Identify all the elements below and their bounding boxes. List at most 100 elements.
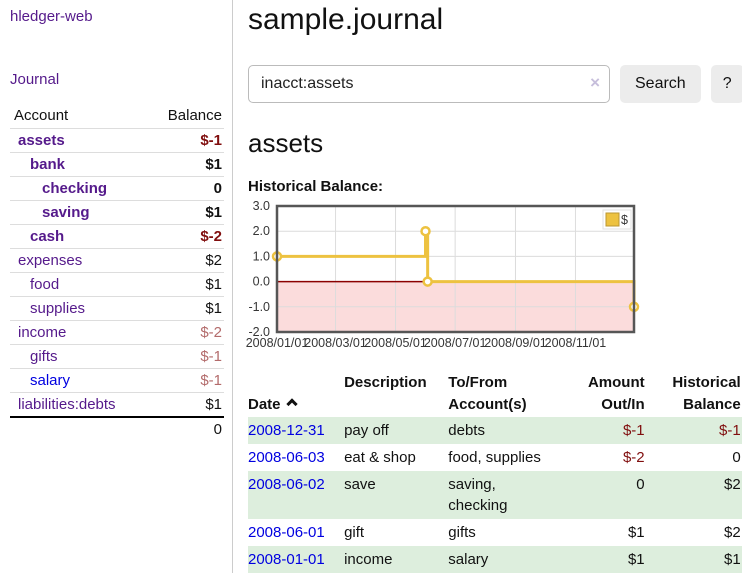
- transaction-description: gift: [344, 524, 365, 542]
- account-row-income: income $-2: [10, 320, 224, 345]
- svg-text:2008/11/01: 2008/11/01: [545, 336, 607, 350]
- account-balance: $1: [205, 396, 222, 413]
- register-row: 2008-01-01 income salary $1 $1: [248, 546, 742, 574]
- account-link-checking[interactable]: checking: [42, 180, 108, 197]
- transaction-date-link[interactable]: 2008-06-03: [248, 449, 325, 467]
- transaction-accounts: food, supplies: [448, 449, 541, 467]
- account-link-food[interactable]: food: [30, 276, 60, 293]
- svg-text:1.0: 1.0: [253, 249, 270, 263]
- search-input-wrap: ×: [248, 65, 610, 103]
- transaction-description: pay off: [344, 422, 389, 440]
- transaction-amount: $1: [627, 551, 645, 569]
- svg-text:2008/03/01: 2008/03/01: [304, 336, 367, 350]
- register-col-balance: Historical Balance: [672, 373, 741, 413]
- account-row-expenses: expenses $2: [10, 248, 224, 273]
- transaction-amount: 0: [636, 476, 645, 494]
- register-row: 2008-12-31 pay off debts $-1 $-1: [248, 417, 742, 445]
- accounts-total-row: 0: [10, 417, 224, 441]
- svg-text:3.0: 3.0: [253, 199, 270, 213]
- transaction-balance: $2: [724, 476, 741, 494]
- account-row-saving: saving $1: [10, 200, 224, 225]
- search-button[interactable]: Search: [620, 65, 701, 103]
- help-button[interactable]: ?: [710, 65, 742, 103]
- transaction-description: income: [344, 551, 393, 569]
- register-col-accounts: To/From Account(s): [448, 373, 527, 413]
- account-row-salary: salary $-1: [10, 368, 224, 393]
- register-col-amount: Amount Out/In: [587, 373, 645, 413]
- sidebar: hledger-web Journal Account Balance asse…: [0, 0, 233, 574]
- svg-text:2008/09/01: 2008/09/01: [484, 336, 547, 350]
- accounts-col-balance: Balance: [167, 107, 222, 124]
- svg-text:0.0: 0.0: [253, 274, 270, 288]
- account-link-bank[interactable]: bank: [30, 156, 66, 173]
- transaction-balance: $1: [724, 551, 741, 569]
- transaction-description: eat & shop: [344, 449, 416, 467]
- transaction-accounts: debts: [448, 422, 485, 440]
- sidebar-item-journal[interactable]: Journal: [10, 71, 60, 88]
- account-balance: $-2: [200, 228, 222, 245]
- register-row: 2008-06-03 eat & shop food, supplies $-2…: [248, 444, 742, 471]
- transaction-date-link[interactable]: 2008-12-31: [248, 422, 325, 440]
- account-link-supplies[interactable]: supplies: [30, 300, 86, 317]
- account-balance: $1: [205, 156, 222, 173]
- main-content: sample.journal × Search ? assets Histori…: [233, 0, 742, 574]
- historical-balance-chart[interactable]: 3.0 2.0 1.0 0.0 -1.0 -2.02008/01/012008/03/01…: [246, 199, 650, 350]
- svg-text:2008/07/01: 2008/07/01: [424, 336, 487, 350]
- account-link-liabilities-debts[interactable]: liabilities:debts: [18, 396, 116, 413]
- account-link-saving[interactable]: saving: [42, 204, 90, 221]
- accounts-total-value: 0: [213, 421, 222, 438]
- account-row-liabilities-debts: liabilities:debts $1: [10, 392, 224, 418]
- account-balance: $-2: [200, 324, 222, 341]
- app-title-link[interactable]: hledger-web: [10, 8, 93, 25]
- transaction-amount: $1: [627, 524, 645, 542]
- account-balance: 0: [213, 180, 222, 197]
- transaction-date-link[interactable]: 2008-06-02: [248, 476, 325, 494]
- search-input[interactable]: [248, 65, 610, 103]
- account-row-gifts: gifts $-1: [10, 344, 224, 369]
- transaction-description: save: [344, 476, 376, 494]
- svg-text:2008/01/01: 2008/01/01: [246, 336, 309, 350]
- account-balance: $1: [205, 276, 222, 293]
- register-header-row: Date Description To/From Account(s) Amou…: [248, 370, 742, 418]
- register-col-date[interactable]: Date: [248, 370, 344, 418]
- transaction-amount: $-2: [622, 449, 645, 467]
- transaction-balance: $-1: [719, 422, 741, 440]
- account-balance: $1: [205, 204, 222, 221]
- transaction-accounts: saving, checking: [448, 476, 508, 515]
- register-row: 2008-06-02 save saving, checking 0 $2: [248, 471, 742, 520]
- chart-label: Historical Balance:: [248, 177, 384, 195]
- account-balance: $2: [205, 252, 222, 269]
- transaction-date-link[interactable]: 2008-01-01: [248, 551, 325, 569]
- account-link-gifts[interactable]: gifts: [30, 348, 58, 365]
- search-form: × Search ?: [248, 65, 742, 103]
- transaction-balance: 0: [732, 449, 741, 467]
- transaction-accounts: gifts: [448, 524, 476, 542]
- clear-search-icon[interactable]: ×: [590, 73, 600, 92]
- svg-text:-2.0: -2.0: [248, 325, 270, 339]
- svg-text:2.0: 2.0: [253, 224, 270, 238]
- transaction-balance: $2: [724, 524, 741, 542]
- accounts-col-account: Account: [14, 107, 69, 124]
- account-balance: $-1: [200, 372, 222, 389]
- account-row-assets: assets $-1: [10, 128, 224, 153]
- account-link-salary[interactable]: salary: [30, 372, 71, 389]
- account-row-bank: bank $1: [10, 152, 224, 177]
- account-link-income[interactable]: income: [18, 324, 67, 341]
- register-row: 2008-06-01 gift gifts $1 $2: [248, 519, 742, 546]
- account-balance: $1: [205, 300, 222, 317]
- account-link-assets[interactable]: assets: [18, 132, 65, 149]
- register-col-date-label: Date: [248, 395, 281, 413]
- account-link-cash[interactable]: cash: [30, 228, 65, 245]
- register-col-description: Description: [344, 373, 427, 391]
- account-link-expenses[interactable]: expenses: [18, 252, 83, 269]
- accounts-table: Account Balance assets $-1 bank $1 check…: [10, 104, 224, 441]
- account-row-cash: cash $-2: [10, 224, 224, 249]
- register-table: Date Description To/From Account(s) Amou…: [248, 370, 742, 574]
- account-row-checking: checking 0: [10, 176, 224, 201]
- transaction-date-link[interactable]: 2008-06-01: [248, 524, 325, 542]
- account-row-food: food $1: [10, 272, 224, 297]
- svg-text:$: $: [621, 213, 628, 227]
- account-row-supplies: supplies $1: [10, 296, 224, 321]
- page-title: sample.journal: [248, 3, 444, 36]
